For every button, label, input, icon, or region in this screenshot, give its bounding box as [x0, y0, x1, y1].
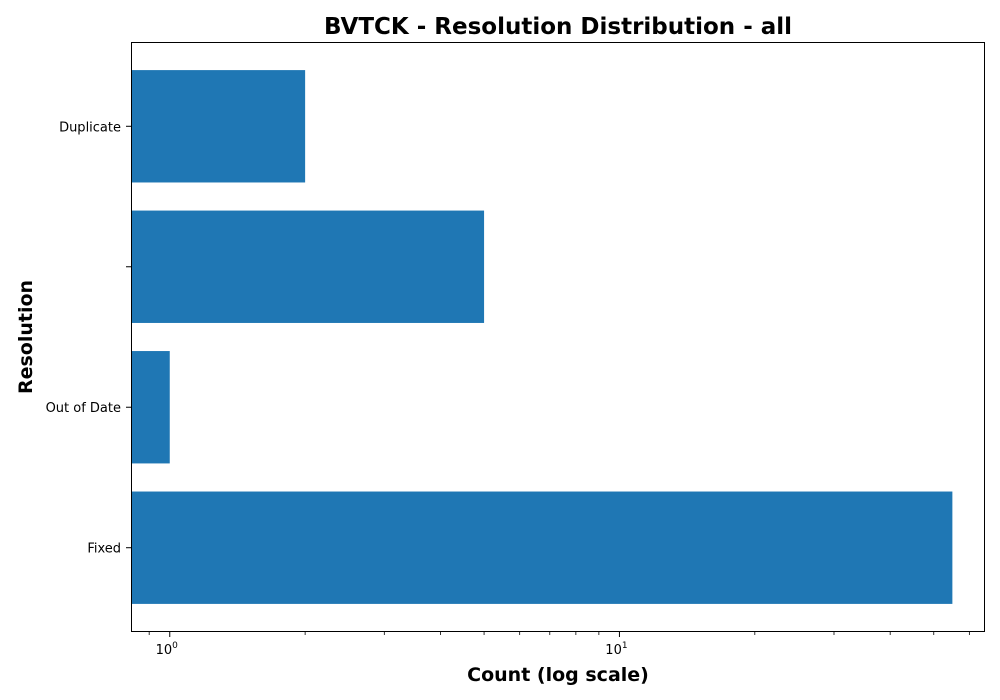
y-axis-label: Resolution [15, 280, 37, 394]
bar [131, 491, 953, 604]
bar [131, 351, 170, 464]
x-tick-label: 100 [156, 641, 179, 658]
x-axis-label: Count (log scale) [467, 664, 649, 686]
y-tick-label: Fixed [87, 542, 121, 557]
bar [131, 70, 306, 183]
x-axis-ticks: 100 101 [148, 632, 970, 658]
y-axis-ticks: Fixed Out of Date Duplicate [46, 120, 131, 557]
bars-layer [131, 70, 953, 604]
chart-title: BVTCK - Resolution Distribution - all [324, 14, 792, 40]
y-tick-label: Out of Date [46, 401, 121, 416]
bar [131, 210, 485, 323]
x-tick-label: 101 [605, 641, 627, 658]
plot-area-frame [131, 42, 985, 632]
y-tick-label: Duplicate [59, 120, 121, 135]
